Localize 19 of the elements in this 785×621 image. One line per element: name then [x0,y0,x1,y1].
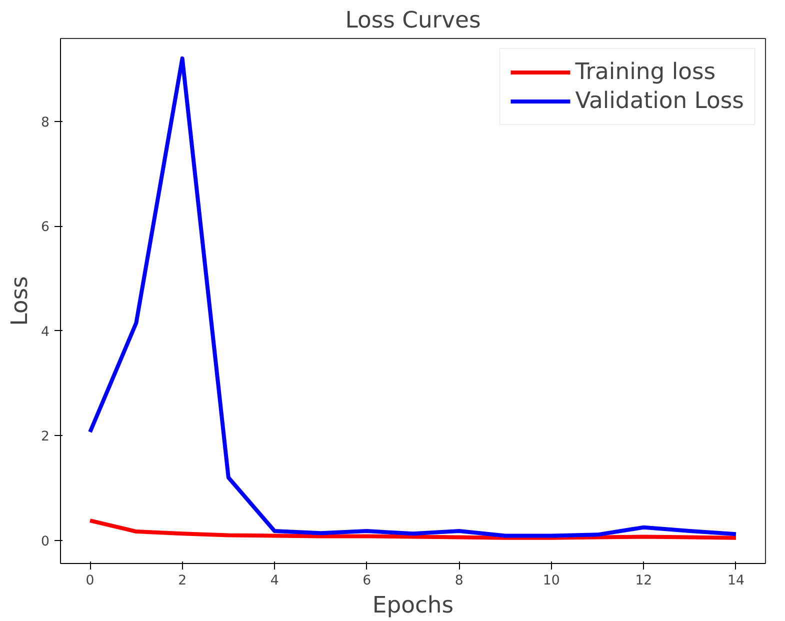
y-tick-label: 4 [41,324,50,340]
x-tick-label: 10 [542,574,560,588]
x-tick-label: 6 [362,574,372,588]
y-tick-label: 0 [41,534,50,550]
y-tick-label: 2 [41,430,50,445]
x-tick-label: 8 [454,574,464,588]
line-series [88,518,738,540]
y-axis-title: Loss [7,276,34,326]
y-tick-label: 6 [41,220,50,236]
chart-title: Loss Curves [345,8,481,34]
x-tick-label: 4 [270,574,279,588]
y-tick-label: 8 [41,115,50,130]
x-tick-label: 0 [86,574,94,588]
legend-label: Training loss [575,59,716,85]
x-tick-label: 2 [178,574,187,588]
x-tick-label: 14 [727,574,744,588]
x-tick-label: 12 [635,574,652,588]
legend-label: Validation Loss [575,88,744,114]
x-axis-title: Epochs [372,592,454,618]
